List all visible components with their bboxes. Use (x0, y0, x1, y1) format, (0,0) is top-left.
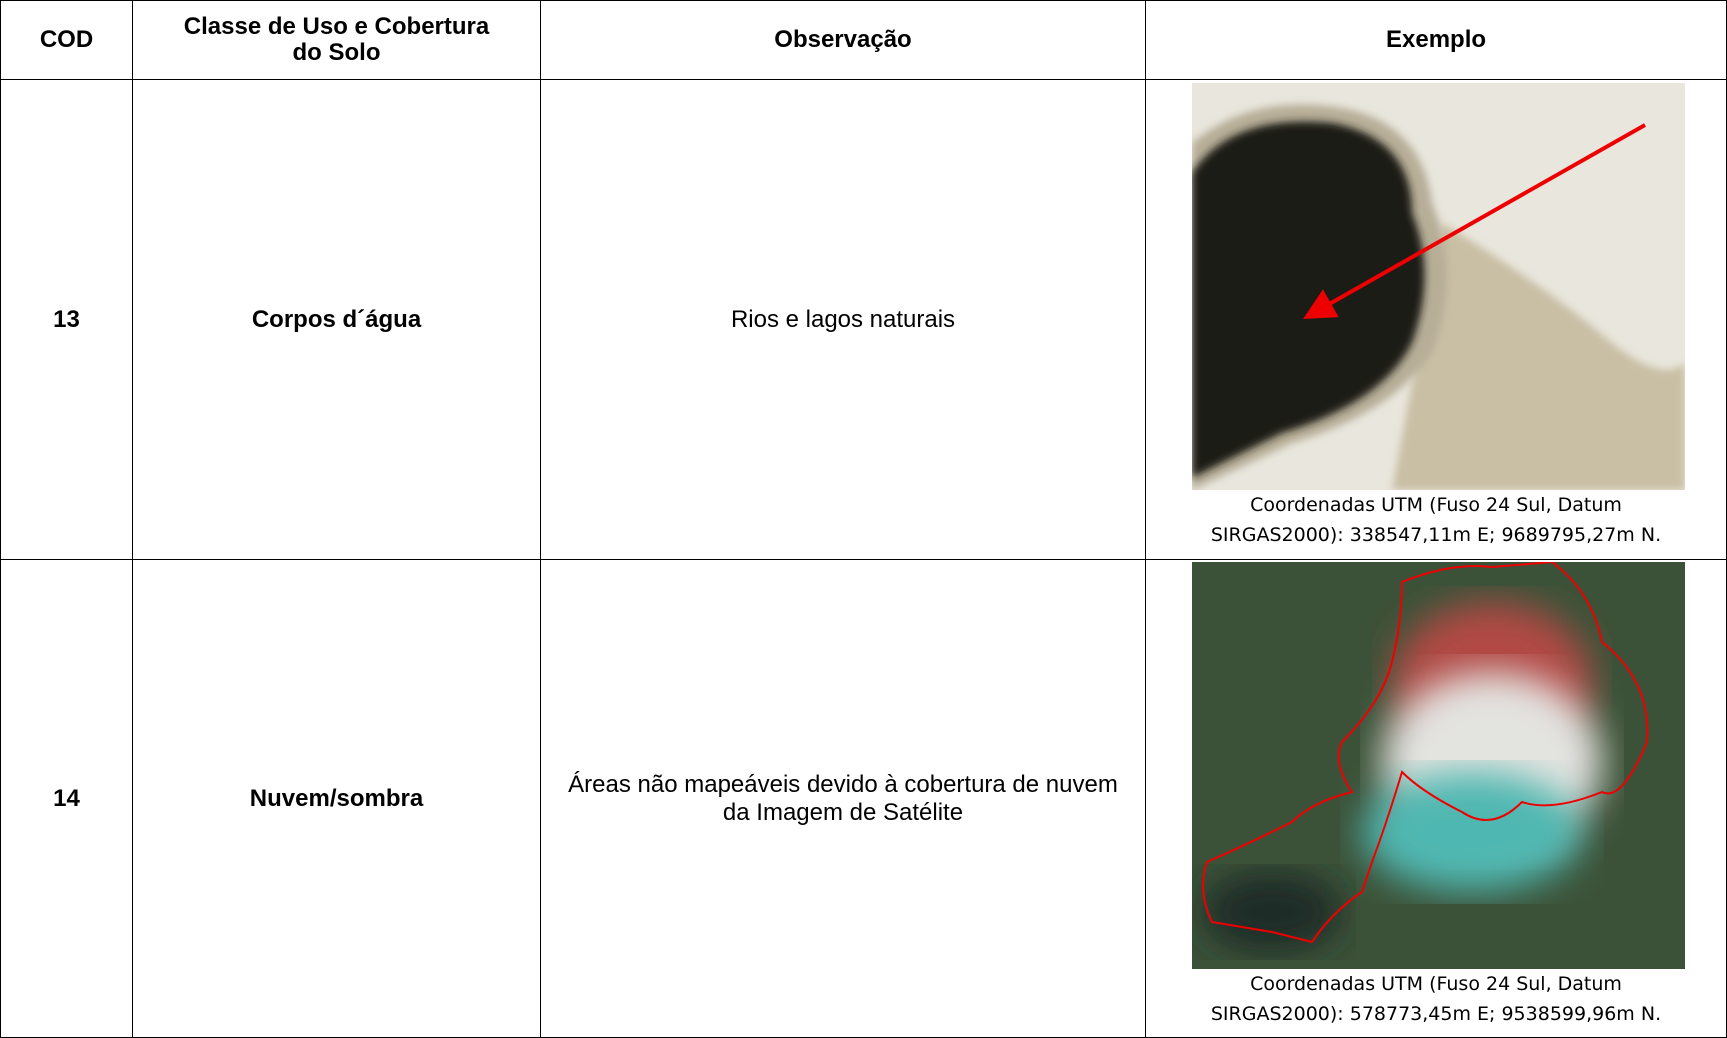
observation-cell: Rios e lagos naturais (540, 79, 1146, 560)
header-cell: Classe de Uso e Cobertura do Solo (132, 0, 541, 80)
image-caption: Coordenadas UTM (Fuso 24 Sul, Datum SIRGA… (1145, 490, 1727, 550)
cod-cell: 13 (0, 79, 133, 560)
caption-line: SIRGAS2000): 338547,11m E; 9689795,27m N… (1210, 524, 1662, 546)
cod-cell: 14 (0, 559, 133, 1038)
caption-line: Coordenadas UTM (Fuso 24 Sul, Datum (1250, 494, 1622, 516)
class-cell: Corpos d´água (132, 79, 541, 560)
satellite-image-cloud (1192, 562, 1685, 969)
header-cell: COD (0, 0, 133, 80)
class-cell: Nuvem/sombra (132, 559, 541, 1038)
satellite-image-water (1192, 83, 1685, 490)
image-caption: Coordenadas UTM (Fuso 24 Sul, Datum SIRGA… (1145, 969, 1727, 1029)
header-cell: Observação (540, 0, 1146, 80)
caption-line: SIRGAS2000): 578773,45m E; 9538599,96m N… (1210, 1003, 1662, 1025)
caption-line: Coordenadas UTM (Fuso 24 Sul, Datum (1250, 973, 1622, 995)
header-cell: Exemplo (1145, 0, 1727, 80)
observation-cell: Áreas não mapeáveis devido à cobertura d… (540, 559, 1146, 1038)
